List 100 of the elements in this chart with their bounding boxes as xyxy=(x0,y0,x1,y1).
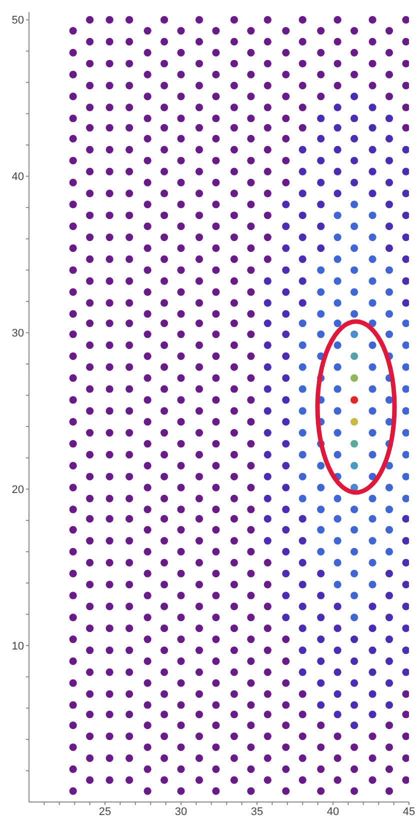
point xyxy=(144,440,152,448)
point xyxy=(144,570,152,578)
point xyxy=(177,418,185,426)
point xyxy=(212,526,220,534)
point xyxy=(195,212,204,220)
point xyxy=(144,178,152,186)
point xyxy=(402,602,409,610)
point xyxy=(402,624,409,632)
point xyxy=(334,385,342,393)
point xyxy=(350,506,358,514)
point xyxy=(350,330,358,338)
point xyxy=(298,255,306,263)
point xyxy=(126,732,134,740)
point xyxy=(144,787,152,795)
point xyxy=(282,222,290,230)
x-tick-label: 40 xyxy=(326,806,340,816)
point xyxy=(334,494,342,502)
point xyxy=(402,233,409,242)
point xyxy=(69,614,77,622)
point xyxy=(298,146,306,154)
point xyxy=(368,299,376,307)
point xyxy=(264,255,272,263)
point xyxy=(230,168,238,176)
point xyxy=(368,536,376,545)
point xyxy=(126,494,134,502)
point xyxy=(144,266,152,274)
point xyxy=(86,602,94,610)
point xyxy=(247,506,255,514)
point xyxy=(264,190,272,198)
point xyxy=(126,341,134,350)
point xyxy=(212,396,220,404)
point xyxy=(195,363,204,371)
point xyxy=(282,484,290,492)
point xyxy=(195,690,204,698)
point xyxy=(86,710,94,718)
point xyxy=(264,646,272,654)
point xyxy=(247,156,255,164)
point xyxy=(86,385,94,393)
point xyxy=(230,82,238,90)
point xyxy=(334,255,342,263)
point xyxy=(106,494,114,502)
point xyxy=(86,668,94,676)
point xyxy=(230,190,238,198)
point xyxy=(144,722,152,730)
point xyxy=(195,515,204,523)
point xyxy=(212,570,220,578)
point xyxy=(144,765,152,773)
point xyxy=(282,418,290,426)
point xyxy=(195,776,204,784)
point xyxy=(177,244,185,252)
point xyxy=(177,765,185,773)
point xyxy=(350,266,358,274)
point xyxy=(195,168,204,176)
point xyxy=(126,580,134,588)
point xyxy=(230,299,238,307)
point xyxy=(247,592,255,600)
point xyxy=(126,472,134,480)
point xyxy=(86,104,94,112)
point xyxy=(195,668,204,676)
point xyxy=(230,341,238,350)
point xyxy=(212,244,220,252)
point xyxy=(86,494,94,502)
point xyxy=(230,690,238,698)
point xyxy=(160,299,168,307)
point xyxy=(212,178,220,186)
point xyxy=(298,580,306,588)
point xyxy=(177,722,185,730)
point xyxy=(247,701,255,709)
point xyxy=(126,754,134,762)
point xyxy=(282,266,290,274)
point xyxy=(264,776,272,784)
point xyxy=(195,407,204,415)
point xyxy=(298,277,306,285)
point xyxy=(177,787,185,795)
point xyxy=(144,418,152,426)
point xyxy=(350,462,358,470)
point xyxy=(106,710,114,718)
point xyxy=(126,233,134,242)
point xyxy=(247,374,255,382)
point xyxy=(144,526,152,534)
point xyxy=(212,114,220,122)
point xyxy=(69,679,77,687)
point xyxy=(106,754,114,762)
point xyxy=(177,266,185,274)
point xyxy=(69,26,77,35)
point xyxy=(230,233,238,242)
point xyxy=(212,440,220,448)
point xyxy=(402,255,409,263)
point xyxy=(247,722,255,730)
point xyxy=(160,690,168,698)
point xyxy=(247,200,255,208)
point xyxy=(334,212,342,220)
point xyxy=(69,440,77,448)
point xyxy=(144,222,152,230)
point xyxy=(86,536,94,545)
point xyxy=(69,222,77,230)
point xyxy=(350,222,358,230)
point xyxy=(247,48,255,56)
point xyxy=(106,536,114,545)
point xyxy=(230,536,238,545)
